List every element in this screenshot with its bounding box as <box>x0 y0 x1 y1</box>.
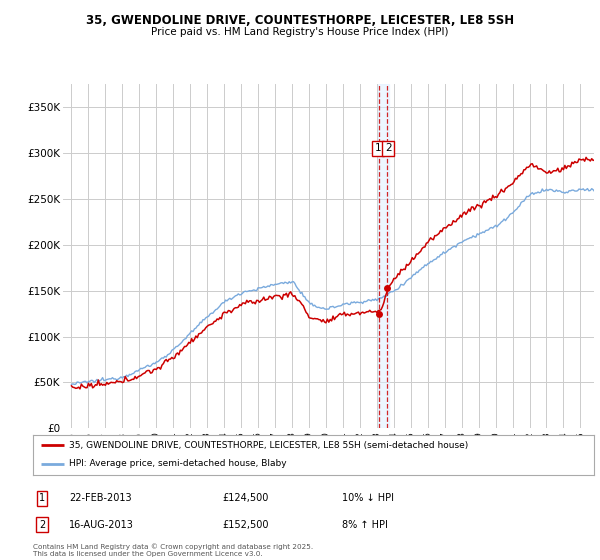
Text: 1: 1 <box>375 143 382 153</box>
Text: 8% ↑ HPI: 8% ↑ HPI <box>342 520 388 530</box>
Text: 22-FEB-2013: 22-FEB-2013 <box>69 493 131 503</box>
Text: Contains HM Land Registry data © Crown copyright and database right 2025.
This d: Contains HM Land Registry data © Crown c… <box>33 544 313 557</box>
Text: 35, GWENDOLINE DRIVE, COUNTESTHORPE, LEICESTER, LE8 5SH (semi-detached house): 35, GWENDOLINE DRIVE, COUNTESTHORPE, LEI… <box>70 441 469 450</box>
Text: 2: 2 <box>385 143 392 153</box>
Text: 1: 1 <box>39 493 45 503</box>
Text: £124,500: £124,500 <box>222 493 268 503</box>
Bar <box>377 84 389 428</box>
Text: Price paid vs. HM Land Registry's House Price Index (HPI): Price paid vs. HM Land Registry's House … <box>151 27 449 37</box>
Text: 35, GWENDOLINE DRIVE, COUNTESTHORPE, LEICESTER, LE8 5SH: 35, GWENDOLINE DRIVE, COUNTESTHORPE, LEI… <box>86 14 514 27</box>
Text: 10% ↓ HPI: 10% ↓ HPI <box>342 493 394 503</box>
Text: 16-AUG-2013: 16-AUG-2013 <box>69 520 134 530</box>
Text: 2: 2 <box>39 520 45 530</box>
Text: HPI: Average price, semi-detached house, Blaby: HPI: Average price, semi-detached house,… <box>70 460 287 469</box>
Text: £152,500: £152,500 <box>222 520 269 530</box>
